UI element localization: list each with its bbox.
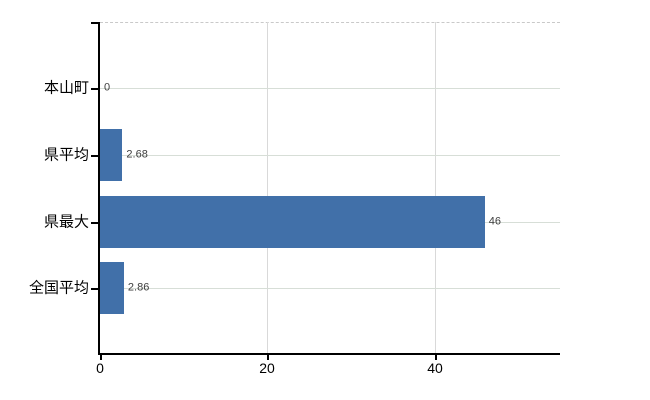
y-axis-tick-1	[91, 155, 98, 157]
category-gridline-1	[100, 155, 560, 156]
x-axis-tick-2	[435, 353, 437, 360]
x-axis-tick-0	[100, 353, 102, 360]
category-label-0: 本山町	[43, 79, 89, 97]
bar-1	[100, 129, 123, 181]
y-axis-top-tick	[91, 22, 98, 24]
y-axis-tick-3	[91, 288, 98, 290]
value-label-2: 46	[488, 215, 501, 228]
y-axis-tick-2	[91, 222, 98, 224]
x-tick-label-2: 40	[427, 360, 443, 376]
x-tick-label-0: 0	[96, 360, 104, 376]
category-label-1: 県平均	[43, 146, 89, 164]
y-axis-tick-0	[91, 88, 98, 90]
category-label-3: 全国平均	[28, 279, 89, 297]
category-gridline-3	[100, 288, 560, 289]
bar-2	[100, 196, 485, 248]
category-gridline-0	[100, 88, 560, 89]
category-label-2: 県最大	[43, 213, 89, 231]
value-label-3: 2.86	[127, 281, 150, 294]
x-gridline-2	[435, 22, 436, 353]
x-axis-tick-1	[267, 353, 269, 360]
x-gridline-1	[267, 22, 268, 353]
x-axis-line	[98, 353, 560, 355]
x-tick-label-1: 20	[259, 360, 275, 376]
value-label-0: 0	[104, 81, 111, 94]
bar-3	[100, 262, 124, 314]
plot-top-dashed-border	[100, 22, 560, 23]
value-label-1: 2.68	[126, 148, 148, 161]
y-axis-line	[98, 22, 100, 353]
